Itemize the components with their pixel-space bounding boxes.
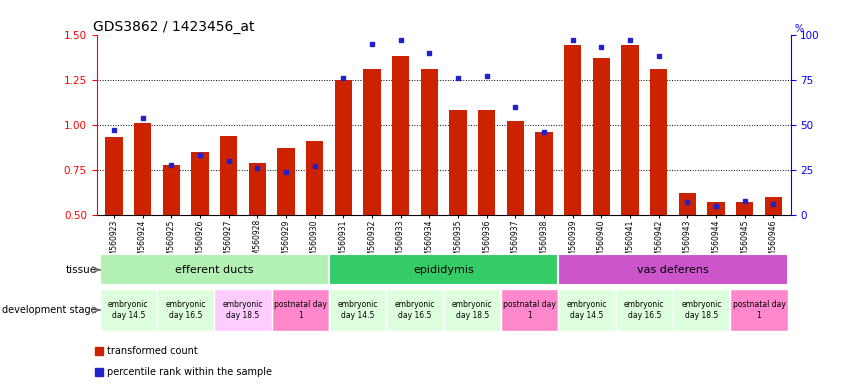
Bar — [335, 80, 352, 215]
Text: embryonic
day 14.5: embryonic day 14.5 — [108, 300, 149, 320]
Bar — [278, 148, 294, 215]
Bar — [564, 45, 581, 215]
Text: embryonic
day 18.5: embryonic day 18.5 — [223, 300, 263, 320]
Bar — [272, 289, 329, 331]
Bar — [501, 289, 558, 331]
Bar — [157, 289, 214, 331]
Bar — [650, 69, 667, 215]
Bar — [162, 164, 180, 215]
Bar — [679, 194, 696, 215]
Bar — [329, 254, 558, 285]
Bar — [105, 137, 123, 215]
Text: postnatal day
1: postnatal day 1 — [503, 300, 556, 320]
Bar — [249, 163, 266, 215]
Text: embryonic
day 16.5: embryonic day 16.5 — [624, 300, 664, 320]
Bar — [536, 132, 553, 215]
Text: efferent ducts: efferent ducts — [175, 265, 253, 275]
Text: embryonic
day 16.5: embryonic day 16.5 — [166, 300, 206, 320]
Text: %: % — [794, 24, 803, 34]
Text: percentile rank within the sample: percentile rank within the sample — [108, 367, 272, 377]
Bar — [673, 289, 730, 331]
Text: epididymis: epididymis — [413, 265, 474, 275]
Bar — [558, 254, 788, 285]
Bar — [392, 56, 410, 215]
Bar — [449, 110, 467, 215]
Bar — [363, 69, 380, 215]
Bar — [593, 58, 610, 215]
Bar — [99, 289, 157, 331]
Text: vas deferens: vas deferens — [637, 265, 709, 275]
Bar — [443, 289, 501, 331]
Bar — [736, 202, 754, 215]
Text: postnatal day
1: postnatal day 1 — [733, 300, 785, 320]
Text: development stage: development stage — [2, 305, 97, 315]
Bar — [506, 121, 524, 215]
Bar — [329, 289, 386, 331]
Text: transformed count: transformed count — [108, 346, 198, 356]
Text: embryonic
day 14.5: embryonic day 14.5 — [567, 300, 607, 320]
Bar — [764, 197, 782, 215]
Text: postnatal day
1: postnatal day 1 — [274, 300, 326, 320]
Bar — [306, 141, 323, 215]
Bar — [99, 254, 329, 285]
Text: tissue: tissue — [66, 265, 97, 275]
Bar — [134, 123, 151, 215]
Bar — [558, 289, 616, 331]
Bar — [214, 289, 272, 331]
Bar — [730, 289, 788, 331]
Text: embryonic
day 14.5: embryonic day 14.5 — [337, 300, 378, 320]
Text: GDS3862 / 1423456_at: GDS3862 / 1423456_at — [93, 20, 255, 33]
Bar — [478, 110, 495, 215]
Bar — [707, 202, 725, 215]
Text: embryonic
day 18.5: embryonic day 18.5 — [452, 300, 493, 320]
Bar — [220, 136, 237, 215]
Bar — [621, 45, 638, 215]
Bar — [191, 152, 209, 215]
Bar — [616, 289, 673, 331]
Text: embryonic
day 18.5: embryonic day 18.5 — [681, 300, 722, 320]
Bar — [386, 289, 443, 331]
Text: embryonic
day 16.5: embryonic day 16.5 — [394, 300, 435, 320]
Bar — [420, 69, 438, 215]
